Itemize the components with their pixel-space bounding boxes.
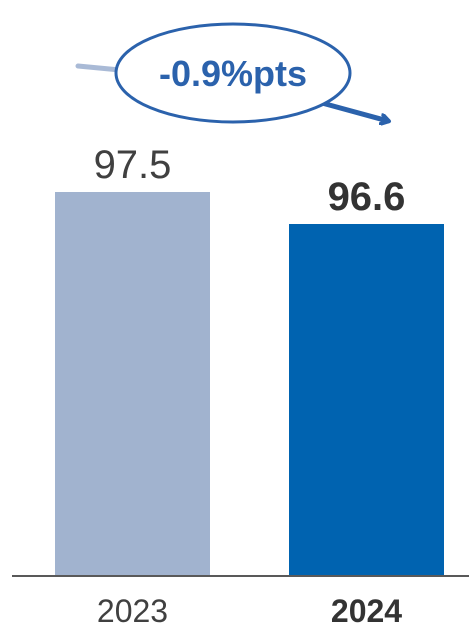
change-value-label: -0.9%pts	[159, 53, 307, 94]
bars-layer	[55, 192, 444, 575]
change-arrow	[75, 63, 123, 73]
change-badge	[114, 22, 352, 124]
change-arrow	[319, 100, 388, 121]
bar-2024	[289, 224, 444, 575]
value-label-2024: 96.6	[328, 175, 406, 219]
change-annotation: -0.9%pts	[75, 22, 388, 124]
labels-layer: 97.5 2023 96.6 2024	[94, 143, 406, 629]
category-label-2023: 2023	[97, 593, 168, 629]
category-label-2024: 2024	[331, 593, 402, 629]
bar-2023	[55, 192, 210, 575]
value-label-2023: 97.5	[94, 143, 172, 187]
